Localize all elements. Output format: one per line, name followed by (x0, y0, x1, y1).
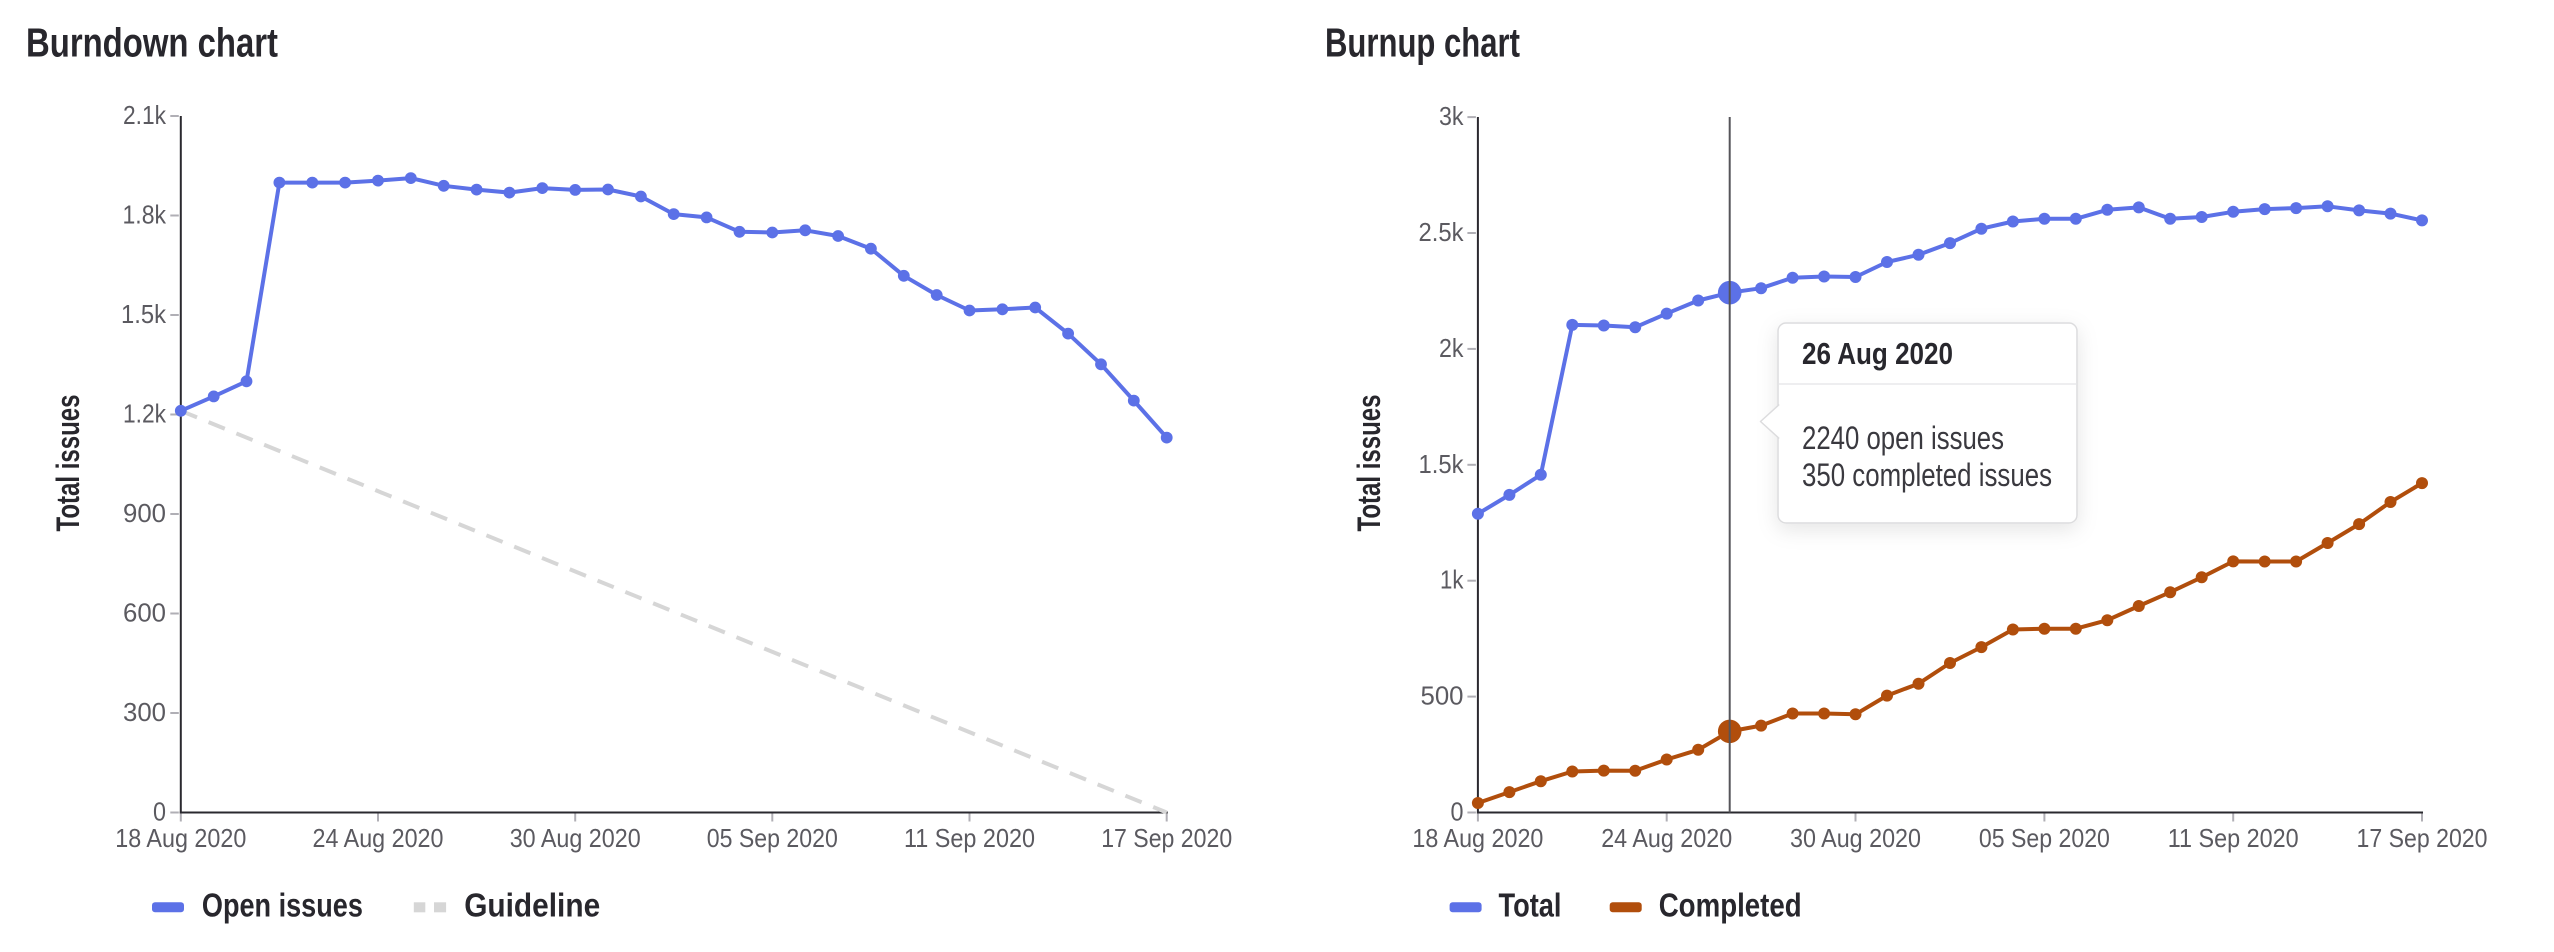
svg-text:17 Sep 2020: 17 Sep 2020 (2357, 823, 2488, 853)
svg-text:1k: 1k (1440, 565, 1464, 595)
svg-text:Total issues: Total issues (50, 395, 86, 532)
svg-text:Total issues: Total issues (1351, 395, 1387, 532)
svg-text:2.5k: 2.5k (1419, 217, 1465, 247)
svg-text:0: 0 (1451, 797, 1464, 827)
svg-text:0: 0 (153, 797, 166, 827)
svg-text:1.5k: 1.5k (121, 299, 167, 329)
svg-text:1.5k: 1.5k (1419, 449, 1465, 479)
svg-text:18 Aug 2020: 18 Aug 2020 (1412, 823, 1543, 853)
svg-text:Burnup chart: Burnup chart (1325, 20, 1520, 66)
svg-text:900: 900 (123, 498, 166, 528)
svg-text:300: 300 (123, 697, 166, 727)
svg-text:Total: Total (1499, 887, 1562, 924)
svg-text:05 Sep 2020: 05 Sep 2020 (1979, 823, 2110, 853)
svg-text:1.2k: 1.2k (123, 399, 167, 429)
svg-text:2.1k: 2.1k (123, 100, 167, 130)
svg-text:350 completed issues: 350 completed issues (1802, 457, 2052, 493)
svg-text:11 Sep 2020: 11 Sep 2020 (2168, 823, 2299, 853)
svg-text:2k: 2k (1439, 333, 1464, 363)
svg-text:600: 600 (123, 598, 166, 628)
svg-text:30 Aug 2020: 30 Aug 2020 (1790, 823, 1921, 853)
svg-text:11 Sep 2020: 11 Sep 2020 (904, 823, 1035, 853)
svg-text:24 Aug 2020: 24 Aug 2020 (313, 823, 444, 853)
svg-text:2240 open issues: 2240 open issues (1802, 420, 2004, 456)
svg-text:30 Aug 2020: 30 Aug 2020 (510, 823, 641, 853)
svg-text:500: 500 (1421, 681, 1464, 711)
svg-text:Open issues: Open issues (202, 887, 363, 924)
svg-text:18 Aug 2020: 18 Aug 2020 (115, 823, 246, 853)
svg-text:3k: 3k (1439, 101, 1464, 131)
svg-text:24 Aug 2020: 24 Aug 2020 (1601, 823, 1732, 853)
svg-text:Guideline: Guideline (464, 887, 600, 924)
svg-text:Completed: Completed (1659, 887, 1802, 924)
svg-text:17 Sep 2020: 17 Sep 2020 (1101, 823, 1232, 853)
svg-text:26 Aug 2020: 26 Aug 2020 (1802, 336, 1953, 371)
svg-text:05 Sep 2020: 05 Sep 2020 (707, 823, 838, 853)
svg-text:1.8k: 1.8k (123, 200, 167, 230)
svg-text:Burndown chart: Burndown chart (26, 20, 278, 66)
